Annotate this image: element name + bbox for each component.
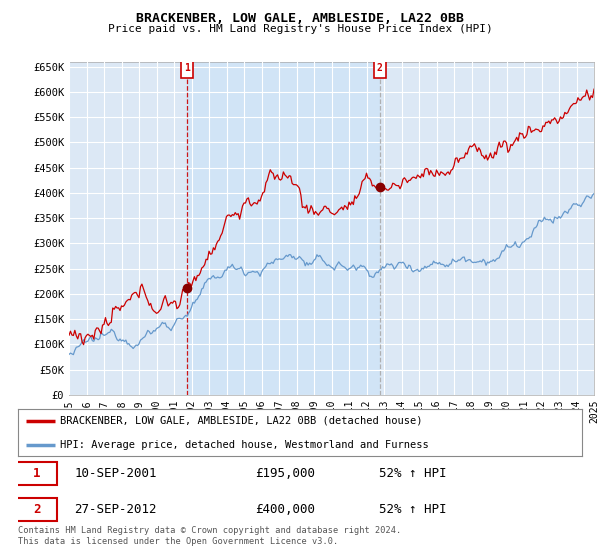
Text: 27-SEP-2012: 27-SEP-2012 xyxy=(74,503,157,516)
FancyBboxPatch shape xyxy=(15,498,58,521)
Text: 1: 1 xyxy=(33,467,40,480)
Text: 2: 2 xyxy=(33,503,40,516)
Text: BRACKENBER, LOW GALE, AMBLESIDE, LA22 0BB: BRACKENBER, LOW GALE, AMBLESIDE, LA22 0B… xyxy=(136,12,464,25)
Text: HPI: Average price, detached house, Westmorland and Furness: HPI: Average price, detached house, West… xyxy=(60,440,429,450)
Bar xyxy=(187,62,380,395)
FancyBboxPatch shape xyxy=(373,58,386,78)
FancyBboxPatch shape xyxy=(15,462,58,485)
Text: 10-SEP-2001: 10-SEP-2001 xyxy=(74,467,157,480)
Text: 52% ↑ HPI: 52% ↑ HPI xyxy=(379,467,446,480)
FancyBboxPatch shape xyxy=(181,58,193,78)
Text: £195,000: £195,000 xyxy=(255,467,315,480)
Text: 1: 1 xyxy=(184,63,190,73)
Text: 52% ↑ HPI: 52% ↑ HPI xyxy=(379,503,446,516)
Text: £400,000: £400,000 xyxy=(255,503,315,516)
Text: Price paid vs. HM Land Registry's House Price Index (HPI): Price paid vs. HM Land Registry's House … xyxy=(107,24,493,34)
Text: Contains HM Land Registry data © Crown copyright and database right 2024.
This d: Contains HM Land Registry data © Crown c… xyxy=(18,526,401,546)
Text: 2: 2 xyxy=(377,63,383,73)
Text: BRACKENBER, LOW GALE, AMBLESIDE, LA22 0BB (detached house): BRACKENBER, LOW GALE, AMBLESIDE, LA22 0B… xyxy=(60,416,423,426)
